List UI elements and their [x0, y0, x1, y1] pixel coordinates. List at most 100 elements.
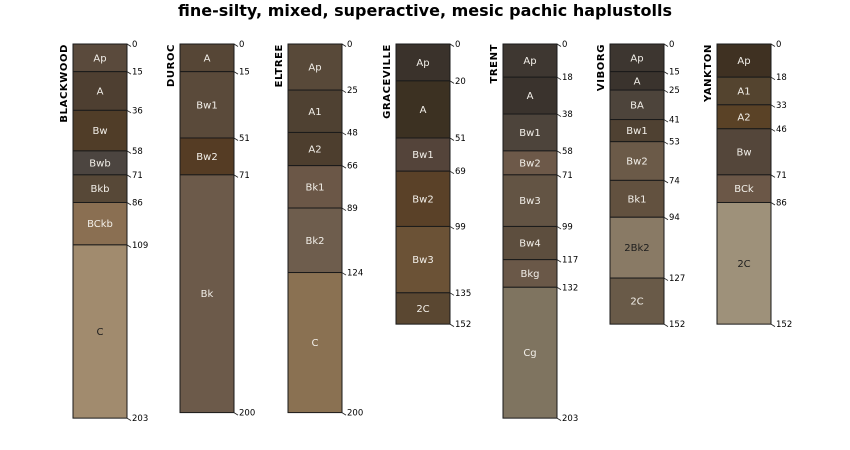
depth-tick [556, 259, 562, 263]
horizon-label: Bw [736, 147, 751, 158]
horizon-label: A [420, 105, 427, 116]
depth-tick [556, 76, 562, 81]
horizon-block [72, 109, 128, 152]
horizon-block [179, 137, 235, 176]
depth-label: 0 [562, 40, 567, 50]
horizon-block [287, 272, 343, 414]
depth-label: 86 [132, 198, 143, 208]
horizon-label: Ap [308, 63, 321, 74]
horizon-label: BCkb [87, 219, 113, 230]
depth-tick [233, 43, 239, 47]
horizon-label: Bkb [91, 184, 110, 195]
horizon-label: A1 [308, 107, 321, 118]
horizon-label: Bw4 [519, 239, 540, 250]
depth-label: 48 [347, 128, 358, 138]
depth-tick [126, 43, 132, 47]
depth-tick [449, 170, 455, 175]
horizon-label: A2 [737, 112, 750, 123]
horizon-block [287, 89, 343, 133]
horizon-block [502, 225, 558, 261]
horizon-block [502, 259, 558, 288]
horizon-label: BA [630, 100, 644, 111]
depth-label: 46 [776, 125, 787, 135]
horizon-label: Bw2 [412, 194, 433, 205]
depth-label: 53 [669, 138, 680, 148]
depth-tick [556, 417, 562, 421]
horizon-label: Ap [523, 56, 536, 67]
horizon-block [502, 113, 558, 152]
horizon-label: Bw2 [519, 158, 540, 169]
horizon-block [287, 165, 343, 209]
profile-name: ELTREE [274, 44, 285, 87]
depth-tick [770, 202, 776, 206]
horizon-label: A [634, 76, 641, 87]
depth-tick [770, 43, 776, 47]
profile-graceville: Ap A Bw1 Bw2 Bw3 2C 0 20 51 69 99 135 152 GRACEVILLE [382, 40, 471, 330]
depth-label: 152 [776, 320, 792, 330]
horizon-block [287, 131, 343, 167]
depth-label: 25 [347, 86, 358, 96]
horizon-label: 2C [416, 304, 429, 315]
depth-label: 20 [455, 77, 466, 87]
depth-tick [126, 110, 132, 114]
depth-label: 58 [562, 147, 573, 157]
depth-tick [341, 165, 347, 169]
depth-tick [663, 141, 669, 145]
horizon-block [609, 141, 665, 181]
depth-tick [556, 43, 562, 47]
horizon-block [502, 174, 558, 227]
horizon-block [395, 137, 451, 172]
depth-tick [126, 150, 132, 154]
depth-label: 15 [132, 68, 143, 78]
depth-tick [556, 150, 562, 154]
profile-yankton: Ap A1 A2 Bw BCk 2C 0 18 33 46 71 86 152 YANKTON [703, 40, 792, 330]
depth-tick [556, 113, 562, 117]
depth-label: 38 [562, 110, 573, 120]
horizon-block [716, 76, 772, 106]
depth-label: 117 [562, 256, 578, 266]
horizon-label: Bw3 [412, 255, 433, 266]
depth-label: 69 [455, 167, 466, 177]
depth-label: 0 [239, 40, 244, 50]
horizon-label: A [527, 91, 534, 102]
depth-label: 74 [669, 176, 680, 186]
horizon-label: Bk2 [305, 236, 324, 247]
horizon-label: Bw1 [626, 126, 647, 137]
depth-label: 71 [132, 171, 143, 181]
depth-tick [556, 174, 562, 178]
depth-tick [770, 174, 776, 178]
profile-trent: Ap A Bw1 Bw2 Bw3 Bw4 Bkg Cg 0 18 38 58 71 99 117 132 203… [489, 40, 578, 424]
depth-tick [341, 412, 347, 416]
depth-tick [449, 43, 455, 47]
horizon-label: Bw2 [196, 152, 217, 163]
horizon-label: Ap [93, 53, 106, 64]
horizon-label: A1 [737, 86, 750, 97]
depth-tick [770, 128, 776, 132]
horizon-label: Cg [523, 348, 536, 359]
horizon-block [502, 286, 558, 419]
horizon-block [609, 179, 665, 218]
depth-label: 132 [562, 283, 578, 293]
depth-tick [663, 277, 669, 281]
depth-label: 51 [455, 134, 466, 144]
horizon-label: Bk1 [305, 182, 324, 193]
horizon-label: Ap [630, 53, 643, 64]
depth-tick [449, 323, 455, 327]
figure-title: fine-silty, mixed, superactive, mesic pa… [177, 1, 673, 20]
horizon-label: A [204, 53, 211, 64]
depth-tick [663, 89, 669, 93]
depth-label: 200 [347, 409, 363, 419]
depth-label: 18 [776, 73, 787, 83]
depth-label: 58 [132, 147, 143, 157]
depth-label: 18 [562, 73, 573, 83]
horizon-block [609, 277, 665, 325]
depth-label: 203 [562, 414, 578, 424]
depth-label: 99 [455, 222, 466, 232]
horizon-block [716, 43, 772, 78]
depth-tick [663, 119, 669, 123]
horizon-label: 2C [630, 297, 643, 308]
depth-tick [126, 244, 132, 248]
depth-tick [770, 323, 776, 327]
horizon-label: Bw2 [626, 157, 647, 168]
